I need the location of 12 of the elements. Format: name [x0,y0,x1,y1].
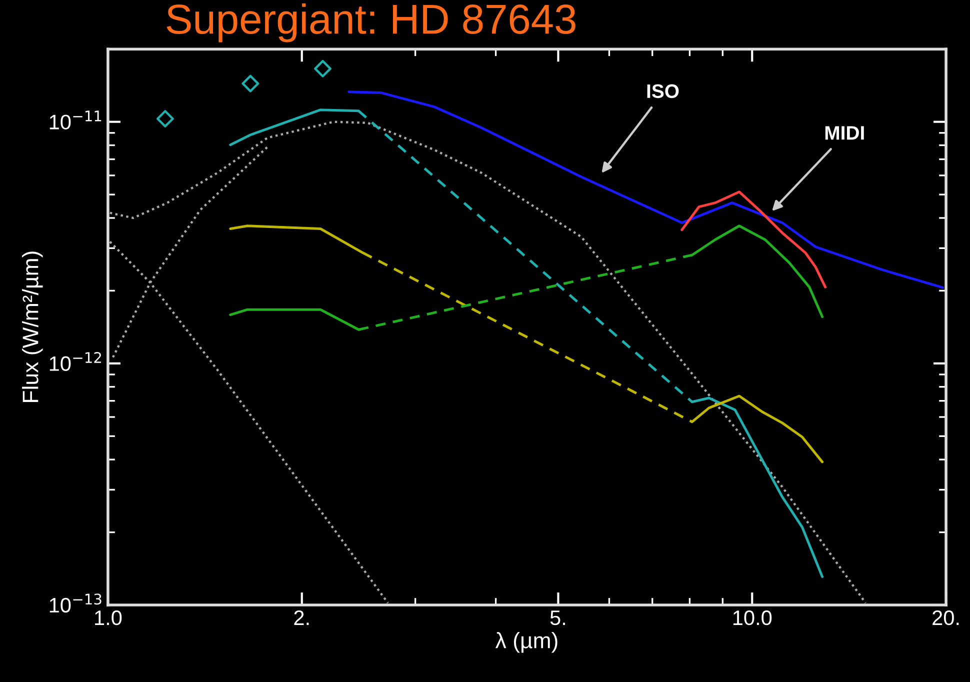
y-tick-label: 10$^{−11}$ [50,110,102,130]
y-tick-label: 10$^{−12}$ [50,352,101,372]
chart-title: Supergiant: HD 87643 [166,3,576,42]
x-axis-title: λ (µm) [495,632,558,653]
x-tick-label: 2. [294,610,309,625]
x-tick-label: 10.0 [733,610,772,626]
y-axis-title: Flux (W/m²/µm) [22,252,43,402]
annotation: ISO [647,84,679,98]
x-tick-label: 20. [932,610,959,626]
x-tick-label: 5. [550,610,565,626]
x-tick-label: 1.0 [95,610,122,626]
annotation: MIDI [825,126,864,140]
